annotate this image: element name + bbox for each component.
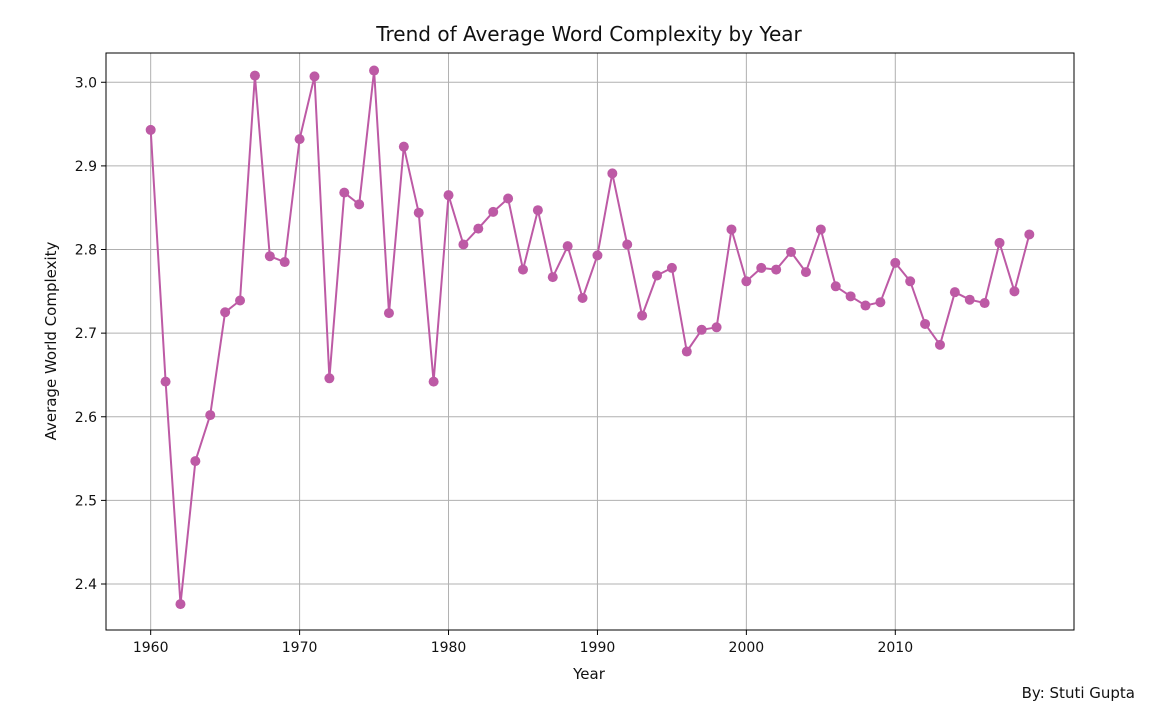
- series-line: [149, 69, 1031, 606]
- data-point: [160, 376, 171, 387]
- data-point: [890, 257, 901, 268]
- data-point: [562, 241, 573, 252]
- y-tick-label: 2.9: [75, 159, 97, 175]
- data-point: [622, 239, 633, 250]
- data-point: [607, 168, 618, 179]
- data-point: [517, 264, 528, 275]
- data-point: [964, 294, 975, 305]
- data-point: [771, 264, 782, 275]
- data-point: [488, 206, 499, 217]
- data-point: [145, 124, 156, 135]
- data-point: [652, 270, 663, 281]
- data-point: [324, 373, 335, 384]
- data-point: [1024, 229, 1035, 240]
- data-point: [696, 324, 707, 335]
- grid-lines: [106, 53, 1074, 630]
- y-tick-label: 3.0: [75, 75, 97, 91]
- data-point: [532, 205, 543, 216]
- data-point: [547, 272, 558, 283]
- data-point: [726, 224, 737, 235]
- data-point: [592, 250, 603, 261]
- x-axis-label: Year: [572, 665, 606, 683]
- y-tick-label: 2.6: [75, 410, 97, 426]
- data-point: [934, 339, 945, 350]
- y-tick-label: 2.5: [75, 493, 97, 509]
- x-tick-label: 1970: [282, 640, 318, 656]
- author-credit: By: Stuti Gupta: [1021, 684, 1135, 702]
- data-point: [815, 224, 826, 235]
- data-point: [711, 322, 722, 333]
- data-point: [577, 293, 588, 304]
- x-tick-label: 1980: [431, 640, 467, 656]
- data-point: [428, 376, 439, 387]
- x-tick-label: 2010: [877, 640, 913, 656]
- data-point: [294, 134, 305, 145]
- data-point: [949, 287, 960, 298]
- plot-frame: [105, 52, 1075, 631]
- data-point: [637, 310, 648, 321]
- data-point: [786, 247, 797, 258]
- data-point: [309, 71, 320, 82]
- data-point: [443, 190, 454, 201]
- data-point: [845, 291, 856, 302]
- data-point: [905, 276, 916, 287]
- data-point: [994, 237, 1005, 248]
- data-point: [235, 295, 246, 306]
- data-point: [264, 251, 275, 262]
- data-point: [175, 599, 186, 610]
- y-tick-label: 2.4: [75, 577, 97, 593]
- data-point: [860, 300, 871, 311]
- data-point: [920, 318, 931, 329]
- data-point: [458, 239, 469, 250]
- data-point: [190, 456, 201, 467]
- x-tick-label: 1990: [580, 640, 616, 656]
- data-point: [398, 141, 409, 152]
- data-point: [473, 223, 484, 234]
- data-point: [354, 199, 365, 210]
- data-point: [369, 65, 380, 76]
- chart-title: Trend of Average Word Complexity by Year: [375, 22, 802, 46]
- data-point: [220, 307, 231, 318]
- y-axis-label: Average World Complexity: [42, 241, 60, 440]
- data-point: [205, 410, 216, 421]
- data-point: [875, 297, 886, 308]
- data-point: [979, 298, 990, 309]
- data-point: [1009, 286, 1020, 297]
- data-point: [830, 281, 841, 292]
- data-point: [681, 346, 692, 357]
- data-point: [383, 308, 394, 319]
- data-point: [413, 207, 424, 218]
- data-point: [249, 70, 260, 81]
- y-axis: 2.4 2.5 2.6 2.7 2.8 2.9 3.0: [75, 75, 106, 593]
- x-tick-label: 2000: [729, 640, 765, 656]
- data-point: [339, 187, 350, 198]
- series-group: [145, 65, 1035, 610]
- data-point: [666, 262, 677, 273]
- x-tick-label: 1960: [133, 640, 169, 656]
- data-point: [279, 257, 290, 268]
- data-point: [503, 193, 514, 204]
- x-axis: 1960 1970 1980 1990 2000 2010: [133, 630, 913, 656]
- data-point: [800, 267, 811, 278]
- data-point: [741, 276, 752, 287]
- data-point: [756, 262, 767, 273]
- y-tick-label: 2.7: [75, 326, 97, 342]
- y-tick-label: 2.8: [75, 243, 97, 259]
